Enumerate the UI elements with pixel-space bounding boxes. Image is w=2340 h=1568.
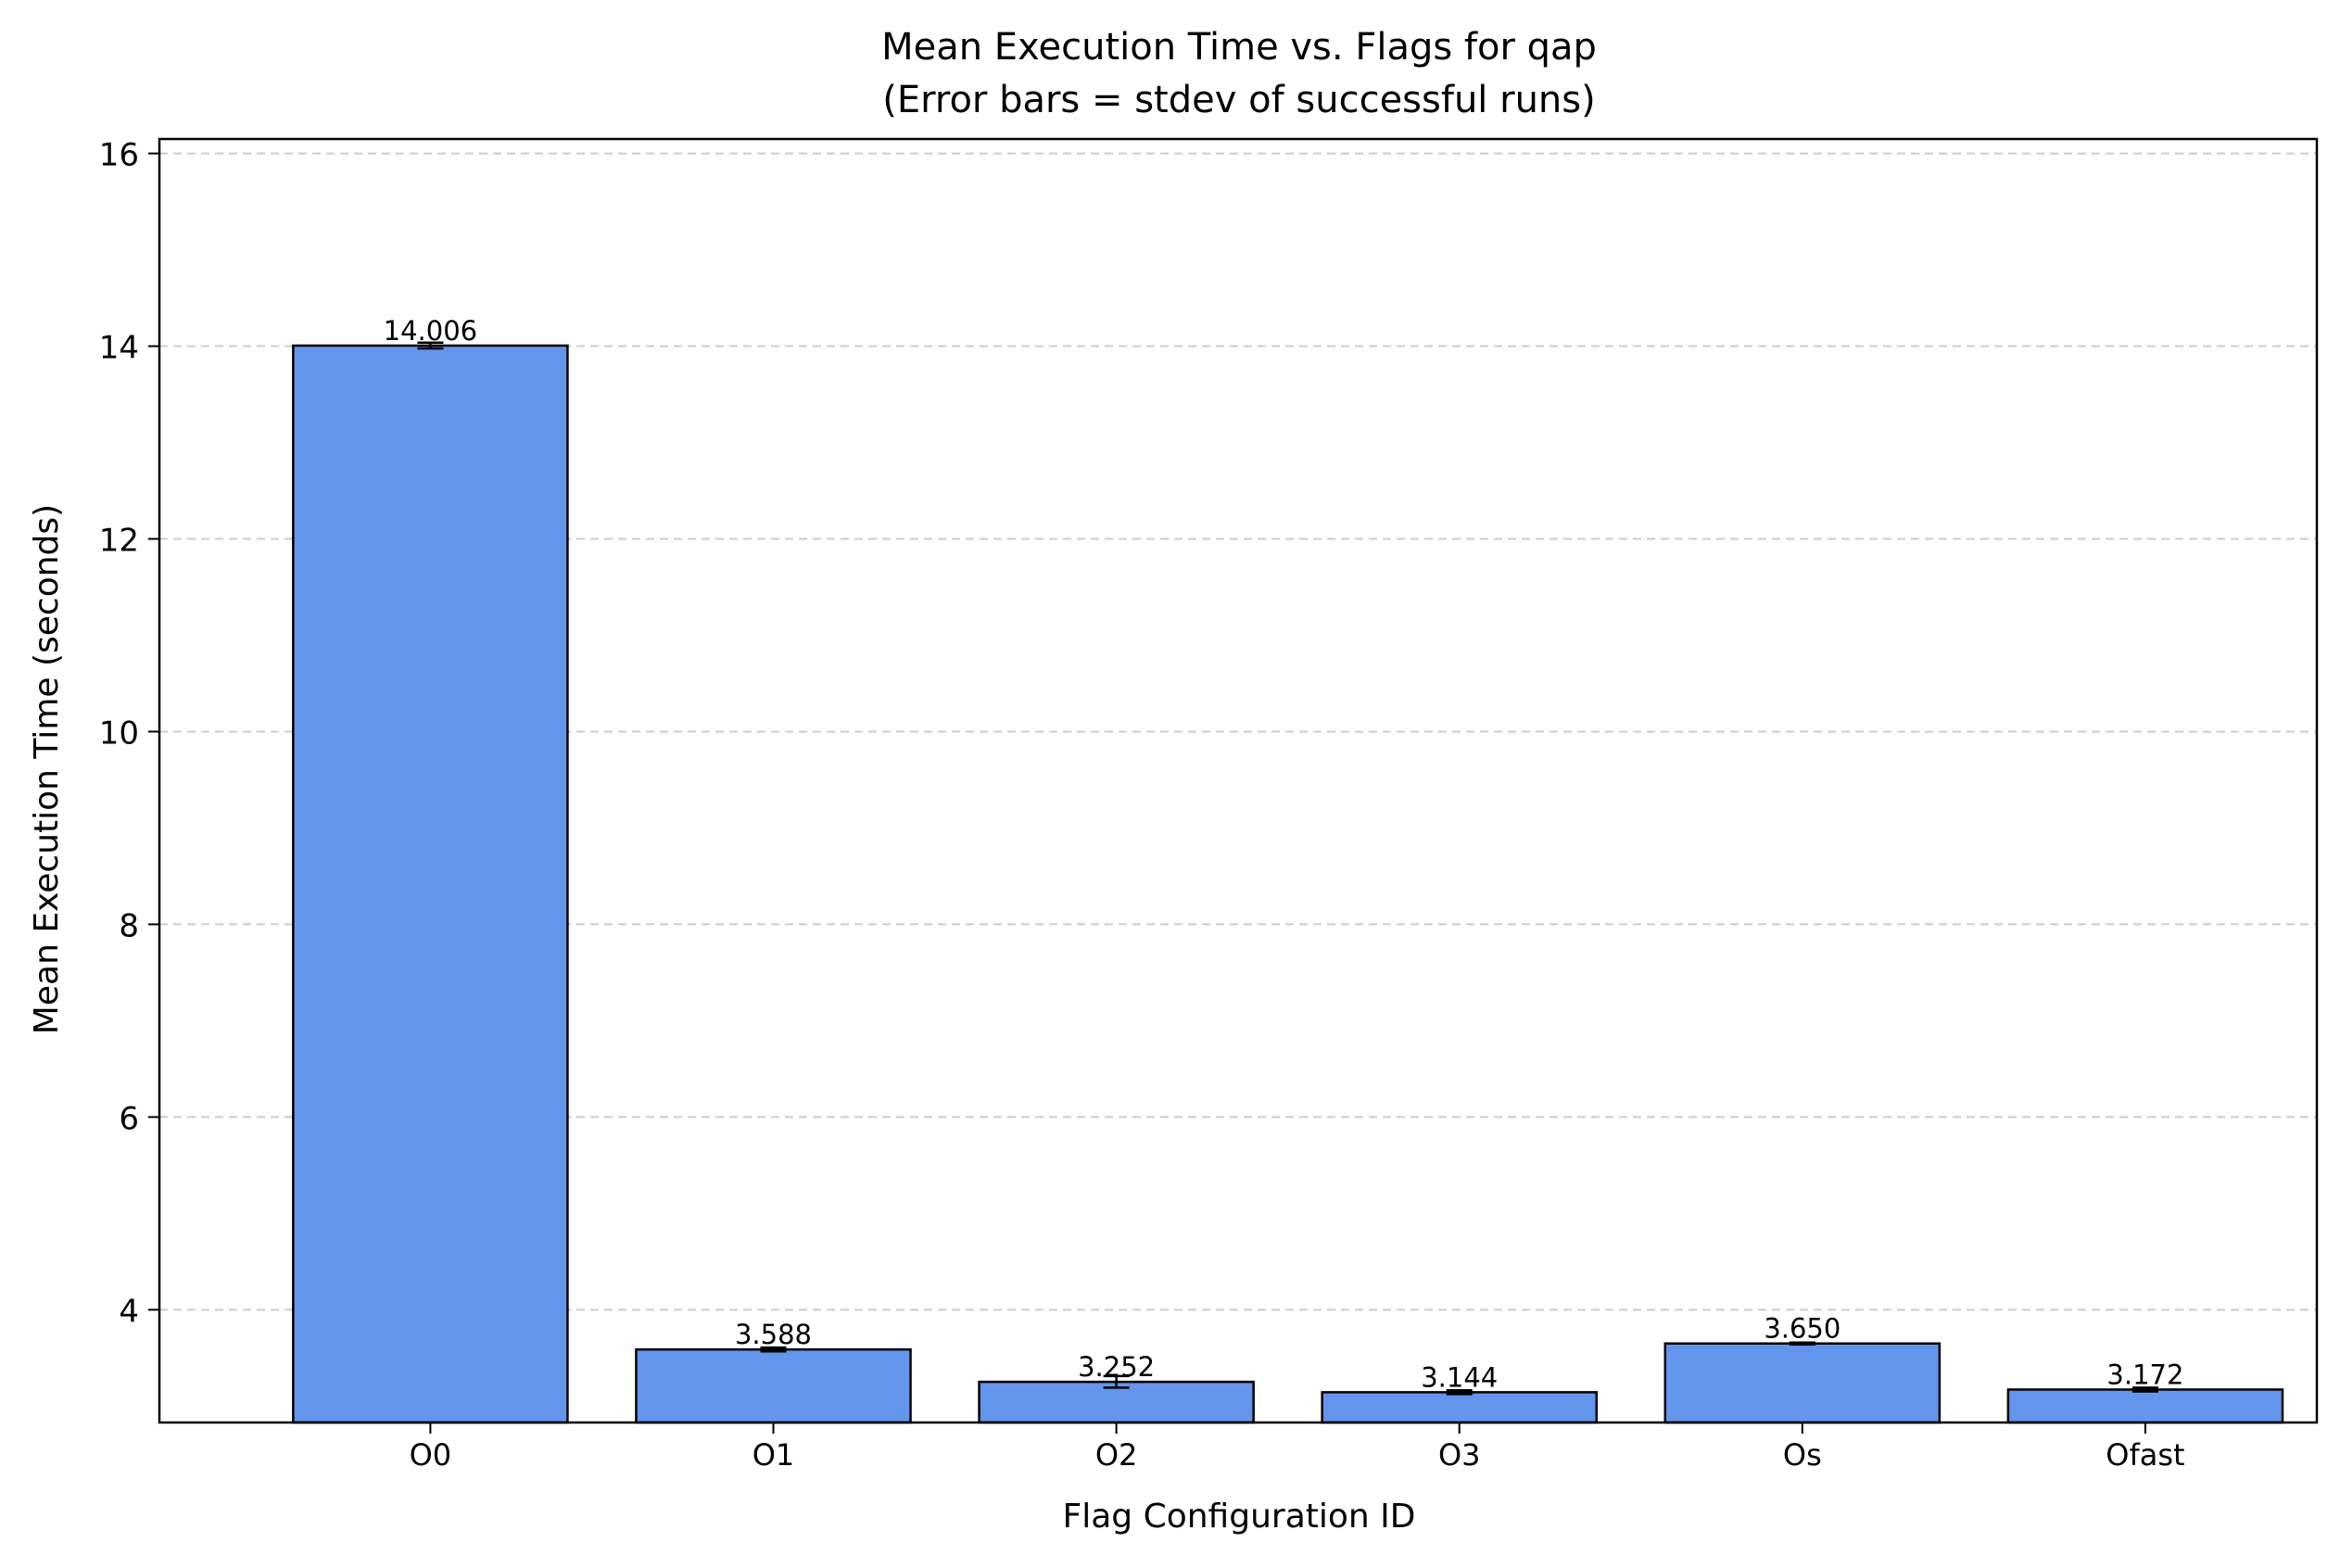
x-tick-label-O2: O2	[1095, 1437, 1138, 1473]
y-tick-label: 12	[99, 523, 139, 560]
grid-layer	[159, 152, 2317, 1311]
data-label-O0: 14.006	[384, 315, 477, 347]
bar-Ofast	[2006, 1388, 2284, 1424]
bar-O0	[292, 344, 569, 1424]
data-label-O2: 3.252	[1078, 1351, 1155, 1383]
x-tick-label-Os: Os	[1783, 1437, 1822, 1473]
chart-subtitle: (Error bars = stdev of successful runs)	[882, 79, 1595, 121]
data-labels-layer: 14.006 3.588 3.252 3.144 3.650 3.172	[384, 315, 2184, 1393]
x-tick-label-Ofast: Ofast	[2106, 1437, 2184, 1473]
y-tick-label: 8	[119, 907, 139, 944]
x-tick-label-O0: O0	[410, 1437, 452, 1473]
data-label-O3: 3.144	[1421, 1361, 1498, 1393]
data-label-O1: 3.588	[735, 1319, 812, 1350]
y-axis-label: Mean Execution Time (seconds)	[28, 504, 66, 1034]
data-label-Ofast: 3.172	[2106, 1359, 2183, 1390]
y-tick-label: 14	[99, 330, 139, 367]
plot-frame	[158, 137, 2319, 1424]
x-tick-label-O3: O3	[1438, 1437, 1481, 1473]
y-tick-label: 4	[119, 1293, 139, 1330]
bars-layer	[292, 341, 2284, 1424]
bar-O1	[635, 1347, 912, 1424]
y-tick-label: 16	[99, 137, 139, 174]
x-axis-label: Flag Configuration ID	[1063, 1498, 1416, 1536]
x-tick-label-O1: O1	[753, 1437, 795, 1473]
y-tick-label: 6	[119, 1100, 139, 1137]
bar-O3	[1321, 1391, 1599, 1424]
axes-layer: 4 6 8 10 12 14 16 O0 O1 O2 O3 Os Ofast	[99, 137, 2319, 1473]
chart-title: Mean Execution Time vs. Flags for qap	[881, 26, 1597, 69]
y-tick-label: 10	[99, 714, 139, 752]
data-label-Os: 3.650	[1764, 1313, 1840, 1345]
bar-Os	[1663, 1342, 1942, 1424]
